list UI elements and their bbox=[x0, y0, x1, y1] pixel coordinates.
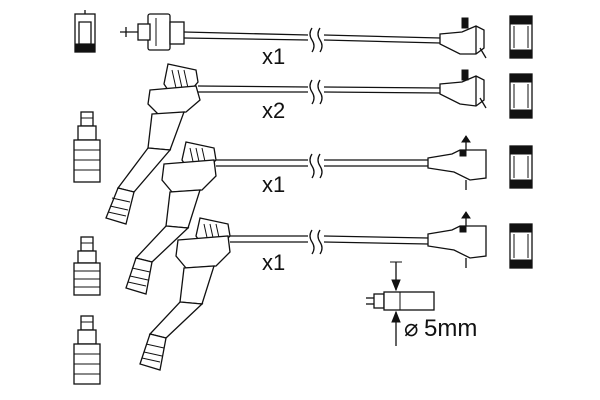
right-boot-4 bbox=[509, 223, 533, 269]
cable-1-quantity: x1 bbox=[262, 44, 285, 69]
rubber-boot-2 bbox=[73, 236, 101, 296]
cable-4-quantity: x1 bbox=[262, 250, 285, 275]
rubber-boot-3 bbox=[73, 315, 101, 385]
diameter-label: 5mm bbox=[424, 315, 477, 342]
cable-3-quantity: x1 bbox=[262, 172, 285, 197]
right-boot-1 bbox=[509, 15, 533, 59]
rubber-boot-1 bbox=[73, 111, 101, 183]
cable-4 bbox=[139, 211, 487, 371]
cable-1-left-terminal bbox=[74, 10, 96, 53]
cable-1 bbox=[120, 13, 487, 59]
right-boot-3 bbox=[509, 145, 533, 189]
right-boot-2 bbox=[509, 73, 533, 119]
diameter-symbol: ⌀ bbox=[404, 315, 418, 342]
diameter-callout bbox=[366, 261, 435, 346]
cable-3 bbox=[125, 135, 487, 295]
cable-2 bbox=[105, 63, 487, 225]
cable-2-quantity: x2 bbox=[262, 98, 285, 123]
